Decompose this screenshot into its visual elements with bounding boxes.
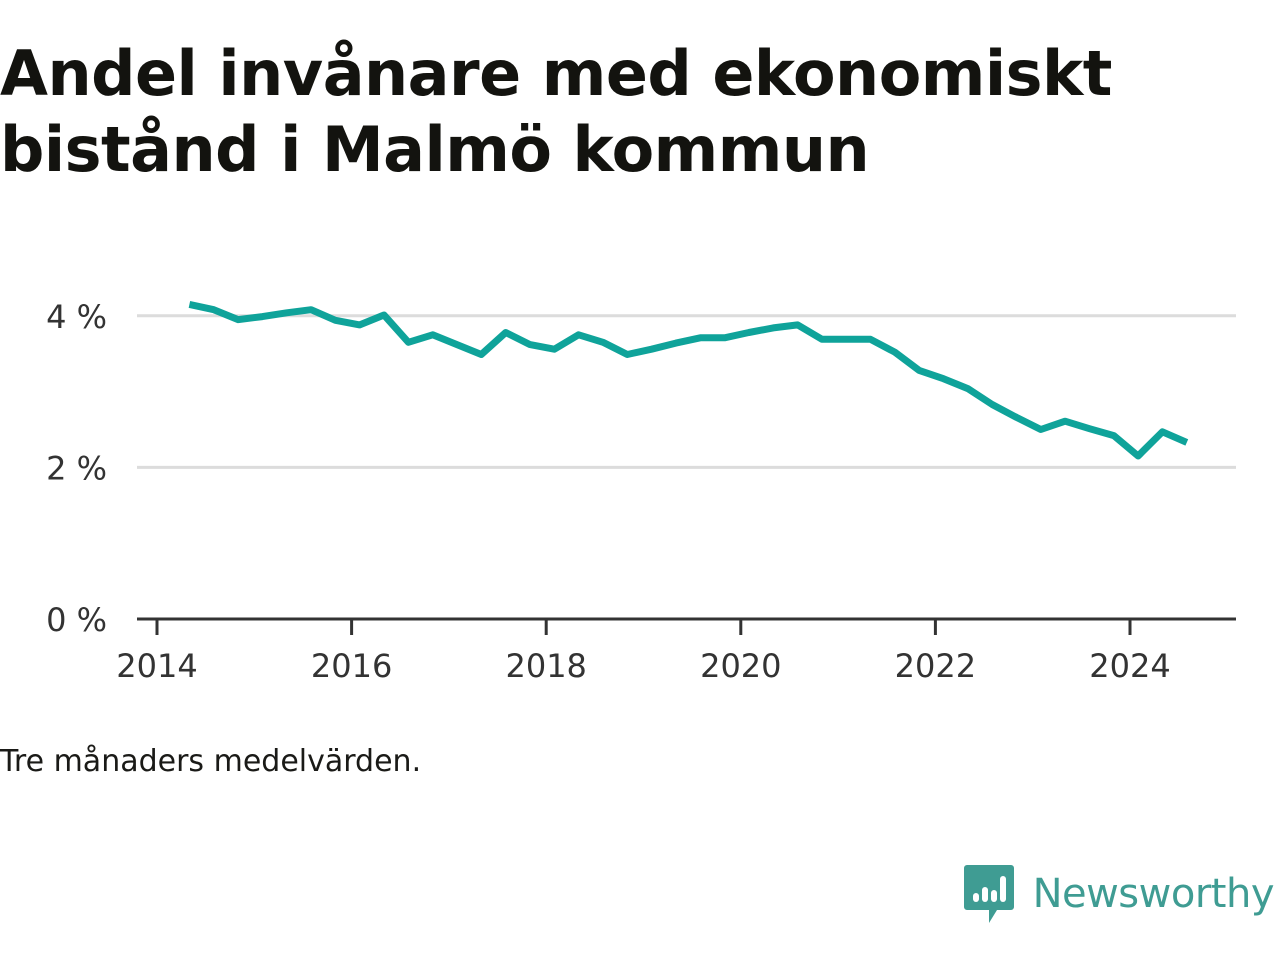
- x-tick-label: 2014: [116, 647, 197, 685]
- x-tick-labels: 2014 2016 2018 2020 2022 2024: [116, 647, 1170, 685]
- line-chart: 0 % 2 % 4 % 2014 2016 2018 2020 2022 2024: [46, 298, 1236, 685]
- x-tick-label: 2020: [700, 647, 781, 685]
- brand: Newsworthy: [963, 862, 1275, 926]
- chart-title: Andel invånare med ekonomiskt bistånd i …: [0, 37, 1112, 186]
- brand-name: Newsworthy: [1032, 871, 1275, 917]
- y-tick-label: 0 %: [46, 601, 107, 639]
- y-tick-labels: 0 % 2 % 4 %: [46, 298, 107, 639]
- newsworthy-logo-icon: [963, 865, 1014, 923]
- x-tick-label: 2024: [1089, 647, 1170, 685]
- y-tick-label: 2 %: [46, 449, 107, 487]
- x-tick-label: 2022: [895, 647, 976, 685]
- x-tick-label: 2016: [311, 647, 392, 685]
- series-line: [188, 300, 1189, 460]
- chart-caption: Tre månaders medelvärden.: [0, 744, 422, 779]
- x-tick-label: 2018: [505, 647, 586, 685]
- x-axis: [137, 617, 1236, 635]
- series-layer: [188, 300, 1189, 460]
- y-tick-label: 4 %: [46, 298, 107, 336]
